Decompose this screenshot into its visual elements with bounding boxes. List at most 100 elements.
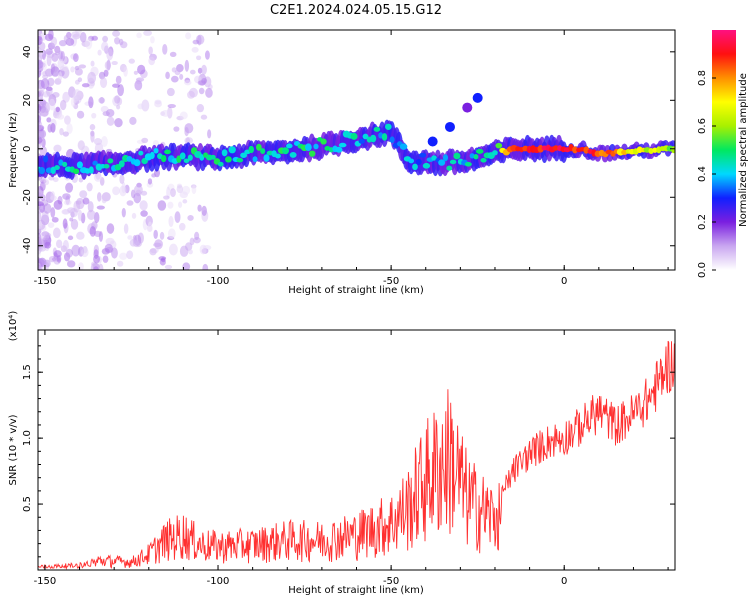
heatmap-noise-blob — [200, 114, 208, 120]
heatmap-ridge-core — [248, 145, 255, 154]
snr-x-tick-label: -50 — [383, 576, 399, 587]
heatmap-noise-blob — [187, 215, 194, 221]
snr-axes: -150 -100 -50 0 0.5 1.0 1.5 — [22, 330, 675, 587]
heatmap-marks — [38, 30, 675, 270]
heatmap-ridge-core — [263, 154, 270, 162]
heatmap-ridge-core — [313, 143, 319, 150]
heatmap-noise-blob — [38, 114, 42, 126]
snr-y-tick-label: 1.5 — [22, 364, 33, 380]
heatmap-noise-blob — [168, 228, 176, 239]
heatmap-noise-blob — [39, 203, 45, 213]
heatmap-noise-blob — [192, 39, 200, 45]
heatmap-panel: -150 -100 -50 0 -40 -20 0 20 40 Height of straig… — [8, 29, 676, 296]
heatmap-noise-blob — [157, 200, 167, 211]
heatmap-ridge-core — [308, 150, 316, 157]
heatmap-y-tick-label: 0 — [22, 146, 33, 152]
heatmap-ridge-core — [415, 158, 422, 166]
heatmap-noise-blob — [151, 173, 157, 178]
heatmap-noise-blob — [66, 123, 73, 135]
heatmap-noise-blob — [120, 41, 128, 49]
heatmap-noise-blob — [184, 126, 189, 137]
heatmap-ridge-core — [38, 167, 46, 175]
heatmap-noise-blob — [38, 59, 44, 69]
heatmap-noise-blob — [87, 209, 96, 221]
heatmap-noise-blob — [62, 209, 69, 215]
heatmap-noise-blob — [191, 185, 197, 195]
heatmap-noise-blob — [51, 36, 58, 47]
heatmap-noise-blob — [139, 200, 148, 211]
heatmap-y-tick-label: 20 — [22, 94, 33, 107]
heatmap-noise-blob — [67, 235, 74, 241]
heatmap-noise-blob — [50, 191, 56, 201]
colorbar-tick-label: 0.6 — [697, 118, 708, 134]
heatmap-noise-blob — [133, 184, 143, 195]
heatmap-noise-blob — [71, 244, 81, 257]
heatmap-noise-blob — [38, 103, 42, 113]
heatmap-noise-blob — [201, 64, 207, 75]
heatmap-noise-blob — [63, 199, 72, 206]
heatmap-noise-blob — [90, 60, 95, 67]
heatmap-ridge-core — [118, 160, 125, 168]
heatmap-ridge-core — [442, 154, 449, 162]
heatmap-noise-blob — [134, 80, 143, 91]
heatmap-noise-blob — [147, 221, 153, 232]
heatmap-noise-blob — [70, 66, 75, 73]
heatmap-spot — [427, 136, 438, 147]
heatmap-ridge-core — [224, 156, 232, 163]
heatmap-ridge-core — [446, 165, 453, 171]
heatmap-noise-blob — [43, 179, 50, 186]
heatmap-noise-blob — [114, 95, 121, 104]
heatmap-noise-blob — [116, 104, 121, 110]
heatmap-noise-blob — [128, 58, 135, 64]
colorbar-gradient — [712, 30, 736, 270]
heatmap-noise-blob — [166, 186, 171, 199]
heatmap-ridge-core — [187, 154, 193, 161]
heatmap-noise-blob — [102, 111, 110, 117]
heatmap-noise-blob — [167, 201, 174, 209]
heatmap-ridge-core — [199, 154, 205, 161]
heatmap-noise-blob — [87, 71, 97, 84]
heatmap-noise-blob — [46, 117, 52, 123]
heatmap-ridge-core — [228, 146, 236, 154]
heatmap-ridge-core — [160, 154, 167, 163]
heatmap-noise-blob — [148, 56, 156, 66]
heatmap-noise-blob — [93, 266, 99, 270]
heatmap-noise-blob — [90, 131, 95, 143]
heatmap-noise-blob — [174, 211, 181, 223]
snr-marks — [38, 340, 675, 570]
heatmap-spot — [462, 102, 473, 113]
heatmap-noise-blob — [55, 239, 63, 249]
heatmap-noise-blob — [62, 91, 70, 103]
heatmap-ridge-core — [475, 148, 484, 154]
heatmap-noise-blob — [56, 255, 62, 263]
heatmap-noise-blob — [79, 190, 88, 199]
heatmap-noise-blob — [76, 231, 85, 240]
snr-xlabel: Height of straight line (km) — [288, 585, 424, 596]
heatmap-noise-blob — [77, 77, 83, 83]
heatmap-noise-blob — [140, 210, 148, 217]
heatmap-noise-blob — [174, 69, 181, 76]
heatmap-ridge-core — [652, 147, 658, 153]
heatmap-ridge-core — [92, 160, 98, 166]
heatmap-noise-blob — [181, 185, 191, 195]
heatmap-noise-blob — [38, 138, 43, 143]
heatmap-noise-blob — [48, 98, 56, 111]
heatmap-ridge-core — [369, 134, 377, 143]
heatmap-noise-blob — [197, 204, 202, 212]
heatmap-x-tick-label: 0 — [561, 276, 567, 287]
heatmap-ridge-core — [473, 154, 479, 160]
heatmap-noise-blob — [72, 89, 82, 101]
snr-y-tick-label: 0.5 — [22, 496, 33, 512]
colorbar-label: Normalized spectral amplitude — [738, 73, 749, 227]
heatmap-noise-blob — [147, 178, 153, 185]
heatmap-noise-blob — [161, 109, 170, 117]
heatmap-ridge-core — [43, 155, 49, 163]
heatmap-noise-blob — [149, 248, 157, 256]
heatmap-noise-blob — [101, 41, 109, 52]
heatmap-noise-blob — [100, 135, 108, 148]
heatmap-noise-blob — [185, 32, 192, 40]
heatmap-ridge-core — [54, 165, 60, 171]
heatmap-noise-blob — [74, 68, 83, 76]
heatmap-noise-blob — [141, 137, 149, 144]
heatmap-noise-blob — [129, 116, 137, 125]
